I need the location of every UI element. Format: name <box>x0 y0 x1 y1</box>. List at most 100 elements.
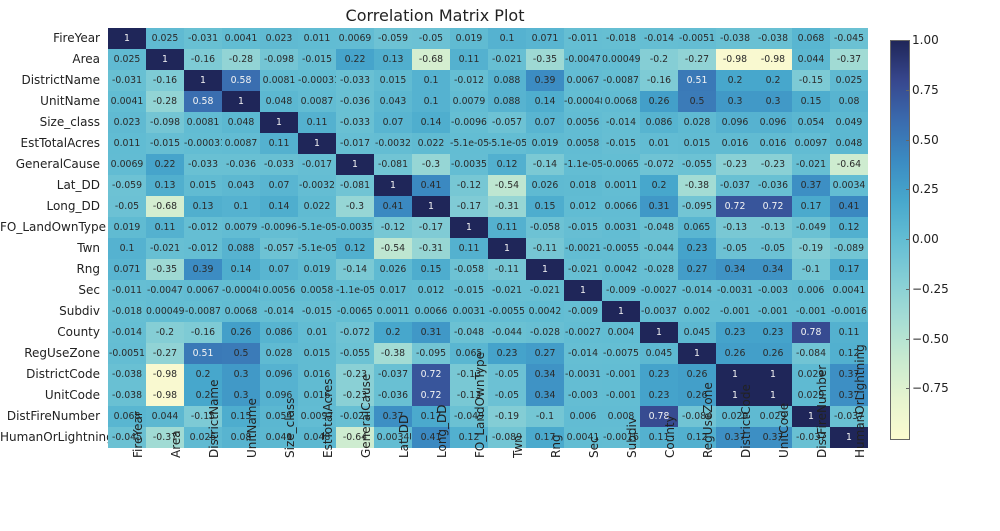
heatmap-cell: 0.044 <box>792 49 830 70</box>
heatmap-cell: 1 <box>108 28 146 49</box>
heatmap-cell: 0.071 <box>526 28 564 49</box>
heatmap-cell: -0.0065 <box>336 301 374 322</box>
heatmap-cell: 0.22 <box>336 49 374 70</box>
heatmap-cell: 1 <box>412 196 450 217</box>
x-tick-label: County <box>640 450 678 528</box>
heatmap-cell: 0.0041 <box>830 280 868 301</box>
heatmap-cell: 1 <box>298 133 336 154</box>
heatmap-cell: -0.0027 <box>640 280 678 301</box>
heatmap-cell: -0.00031 <box>298 70 336 91</box>
heatmap-cell: -5.1e-05 <box>450 133 488 154</box>
heatmap-cell: 0.006 <box>564 406 602 427</box>
heatmap-cell: 0.0056 <box>260 280 298 301</box>
heatmap-cell: 0.72 <box>716 196 754 217</box>
heatmap-cell: -0.049 <box>792 217 830 238</box>
heatmap-cell: 0.07 <box>526 112 564 133</box>
heatmap-cell: -5.1e-05 <box>488 133 526 154</box>
heatmap-cell: 0.028 <box>260 343 298 364</box>
heatmap-cell: 0.071 <box>108 259 146 280</box>
x-tick-label: RegUseZone <box>678 450 716 528</box>
heatmap-cell: -0.058 <box>450 259 488 280</box>
heatmap-cell: 0.41 <box>374 196 412 217</box>
heatmap-cell: -0.0031 <box>564 364 602 385</box>
heatmap-cell: -0.021 <box>526 280 564 301</box>
heatmap-cell: 0.0041 <box>108 91 146 112</box>
heatmap-cell: 0.026 <box>374 259 412 280</box>
y-tick-label: Subdiv <box>0 301 104 322</box>
heatmap-cell: 0.096 <box>716 112 754 133</box>
heatmap-cell: 0.096 <box>260 364 298 385</box>
heatmap-cell: -0.23 <box>754 154 792 175</box>
heatmap-cell: 0.048 <box>830 133 868 154</box>
heatmap-cell: -5.1e-05 <box>298 238 336 259</box>
heatmap-cell: -0.15 <box>792 70 830 91</box>
x-tick-label: Subdiv <box>602 450 640 528</box>
heatmap-cell: 1 <box>184 70 222 91</box>
heatmap-cell: -0.0021 <box>564 238 602 259</box>
heatmap-cell: -0.015 <box>564 217 602 238</box>
heatmap-cell: 1 <box>222 91 260 112</box>
heatmap-cell: -0.095 <box>678 196 716 217</box>
heatmap-cell: 0.025 <box>146 28 184 49</box>
heatmap-cell: 0.086 <box>260 322 298 343</box>
heatmap-cell: 0.58 <box>222 70 260 91</box>
heatmap-cell: -0.037 <box>374 364 412 385</box>
heatmap-cell: 0.14 <box>222 259 260 280</box>
heatmap-cell: 0.044 <box>146 406 184 427</box>
heatmap-cell: -0.0035 <box>336 217 374 238</box>
heatmap-cell: -0.001 <box>602 385 640 406</box>
heatmap-cell: -0.081 <box>336 175 374 196</box>
heatmap-cell: 0.15 <box>792 91 830 112</box>
y-tick-label: FO_LandOwnType <box>0 217 104 238</box>
heatmap-cell: 0.23 <box>716 322 754 343</box>
heatmap-cell: 0.065 <box>678 217 716 238</box>
heatmap-cell: 0.15 <box>412 259 450 280</box>
heatmap-cell: 0.23 <box>488 343 526 364</box>
heatmap-cell: 0.23 <box>678 238 716 259</box>
colorbar-tick-label: 0.00 <box>912 233 939 245</box>
heatmap-cell: -0.072 <box>336 322 374 343</box>
heatmap-cell: 0.72 <box>412 364 450 385</box>
heatmap-cell: -0.0037 <box>640 301 678 322</box>
heatmap-cell: -0.00048 <box>222 280 260 301</box>
x-tick-label: EstTotalAcres <box>298 450 336 528</box>
heatmap-cell: -0.0031 <box>716 280 754 301</box>
heatmap-cell: -0.0047 <box>564 49 602 70</box>
heatmap-cell: -0.3 <box>336 196 374 217</box>
heatmap-cell: 0.011 <box>108 133 146 154</box>
heatmap-cell: 0.00049 <box>146 301 184 322</box>
heatmap-cell: 0.78 <box>792 322 830 343</box>
heatmap-cell: -0.0051 <box>108 343 146 364</box>
heatmap-cell: -0.098 <box>260 49 298 70</box>
heatmap-cell: -0.036 <box>222 154 260 175</box>
heatmap-cell: 0.048 <box>260 91 298 112</box>
heatmap-cell: -0.14 <box>336 259 374 280</box>
heatmap-cell: -0.015 <box>298 49 336 70</box>
heatmap-cell: -0.011 <box>108 280 146 301</box>
heatmap-cell: 0.13 <box>184 196 222 217</box>
heatmap-cell: 0.015 <box>298 343 336 364</box>
heatmap-cell: 0.27 <box>678 259 716 280</box>
heatmap-cell: 0.23 <box>754 322 792 343</box>
heatmap-cell: -0.038 <box>754 28 792 49</box>
heatmap-cell: 0.39 <box>526 70 564 91</box>
heatmap-cell: -0.38 <box>374 343 412 364</box>
heatmap-cell: -0.014 <box>564 343 602 364</box>
heatmap-cell: -0.0087 <box>602 70 640 91</box>
heatmap-cell: 0.26 <box>754 343 792 364</box>
heatmap-cell: -0.015 <box>146 133 184 154</box>
heatmap-cell: 0.72 <box>412 385 450 406</box>
heatmap-cell: 0.3 <box>222 364 260 385</box>
heatmap-cell: -0.35 <box>526 49 564 70</box>
heatmap-cell: 0.045 <box>678 322 716 343</box>
heatmap-cell: 0.017 <box>374 280 412 301</box>
heatmap-cell: 0.0042 <box>526 301 564 322</box>
y-tick-label: DistrictCode <box>0 364 104 385</box>
heatmap-cell: -0.028 <box>640 259 678 280</box>
heatmap-cell: 0.0031 <box>450 301 488 322</box>
heatmap-cell: 0.0042 <box>602 259 640 280</box>
heatmap-cell: -0.16 <box>184 49 222 70</box>
heatmap-cell: 0.004 <box>602 322 640 343</box>
heatmap-cell: 0.086 <box>640 112 678 133</box>
heatmap-cell: -0.037 <box>716 175 754 196</box>
